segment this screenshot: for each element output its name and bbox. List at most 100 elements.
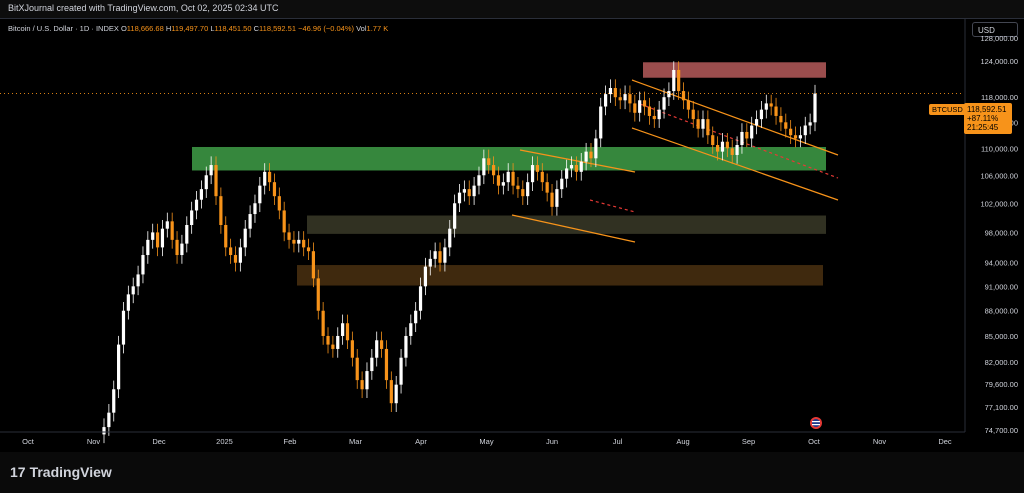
candle-body	[720, 141, 725, 152]
x-tick-label: Aug	[676, 437, 689, 446]
candle-body	[209, 165, 213, 176]
candle-body	[453, 203, 457, 229]
candle-body	[798, 135, 802, 139]
candle-body	[506, 171, 510, 183]
candle-body	[243, 228, 247, 248]
candle-body	[574, 165, 578, 172]
tradingview-logo[interactable]: 17 TradingView	[10, 464, 112, 480]
candle-body	[121, 310, 126, 345]
candle-body	[530, 165, 535, 183]
candle-body	[633, 103, 637, 113]
candle-body	[789, 128, 793, 136]
candle-body	[341, 323, 345, 336]
x-tick-label: Dec	[938, 437, 952, 446]
candle-body	[793, 135, 798, 139]
candle-body	[102, 427, 106, 435]
x-axis-labels: Oct Nov Dec 2025 Feb Mar Apr May Jun Jul Aug Sep Oct…	[22, 437, 952, 446]
price-badge-price: 118,592.51	[967, 105, 1007, 114]
close-value: 118,592.51	[259, 24, 297, 33]
tradingview-brand: TradingView	[29, 464, 112, 480]
price-badge: 118,592.51 +87.11% 21:25:45	[964, 103, 1012, 134]
candle-body	[784, 122, 788, 129]
y-tick-label: 98,000.00	[985, 228, 1018, 237]
candle-body	[759, 109, 764, 120]
candle-body	[404, 335, 408, 358]
candle-body	[350, 340, 354, 358]
candle-body	[160, 228, 165, 248]
candle-body	[740, 131, 744, 146]
candle-body	[501, 182, 505, 186]
x-tick-label: Apr	[415, 437, 427, 446]
y-tick-label: 106,000.00	[980, 171, 1018, 180]
candle-body	[224, 225, 228, 248]
candle-body	[282, 210, 286, 233]
candle-body	[107, 412, 111, 428]
candle-body	[297, 239, 301, 244]
candle-body	[379, 340, 384, 349]
x-tick-label: Nov	[873, 437, 887, 446]
chart-credit: BitXJournal created with TradingView.com…	[8, 3, 279, 13]
candle-body	[482, 158, 486, 176]
candle-body	[170, 221, 174, 240]
candle-body	[287, 232, 291, 240]
candle-body	[677, 69, 681, 92]
candle-body	[613, 88, 617, 98]
y-tick-label: 102,000.00	[980, 199, 1018, 208]
candle-body	[399, 357, 403, 385]
candle-body	[560, 178, 564, 190]
candle-body	[126, 294, 130, 311]
candle-body	[652, 115, 656, 120]
candle-body	[384, 348, 389, 381]
candle-body	[764, 103, 768, 110]
open-value: 118,666.68	[126, 24, 164, 33]
candle-body	[730, 148, 734, 155]
candle-body	[579, 161, 583, 172]
y-axis-labels: 128,000.00124,000.00118,000.00114,000.00…	[980, 34, 1018, 435]
candle-body	[263, 171, 267, 186]
candle-body	[623, 94, 627, 101]
currency-button[interactable]: USD	[972, 22, 1018, 37]
candle-body	[409, 323, 413, 336]
vol-value: 1.77 K	[366, 24, 389, 33]
flag-icon	[810, 417, 822, 429]
candle-body	[336, 335, 340, 349]
candle-body	[569, 165, 574, 169]
channel-lower-2	[631, 127, 839, 201]
candle-body	[199, 189, 203, 200]
candle-body	[496, 175, 501, 186]
candle-body	[599, 106, 603, 139]
candle-body	[550, 192, 554, 207]
candle-body	[545, 182, 549, 193]
y-tick-label: 74,700.00	[985, 426, 1018, 435]
candle-body	[526, 182, 530, 197]
candle-body	[253, 203, 257, 215]
x-tick-label: Mar	[349, 437, 362, 446]
change-value: −46.96 (−0.04%)	[298, 24, 354, 33]
price-chart[interactable]: 128,000.00124,000.00118,000.00114,000.00…	[0, 0, 1024, 452]
y-tick-label: 88,000.00	[985, 307, 1018, 316]
candle-body	[302, 239, 306, 248]
candle-body	[716, 145, 720, 152]
close-label: C	[253, 24, 260, 33]
candle-body	[808, 122, 812, 126]
x-tick-label: Jul	[613, 437, 623, 446]
candle-body	[647, 106, 652, 116]
y-tick-label: 77,100.00	[985, 403, 1018, 412]
candle-body	[628, 94, 632, 104]
candle-body	[750, 125, 754, 139]
high-label: H	[165, 24, 172, 33]
footer: 17 TradingView	[0, 452, 1024, 493]
x-tick-label: Feb	[284, 437, 297, 446]
top-bar: BitXJournal created with TradingView.com…	[0, 0, 1024, 19]
candle-body	[555, 189, 559, 207]
candle-body	[462, 189, 466, 193]
y-tick-label: 94,000.00	[985, 259, 1018, 268]
candle-body	[696, 119, 700, 129]
y-tick-label: 110,000.00	[981, 144, 1018, 153]
x-tick-label: Nov	[87, 437, 101, 446]
candle-body	[248, 214, 252, 229]
candle-body	[389, 380, 393, 404]
candle-body	[540, 171, 544, 183]
price-badge-countdown: 21:25:45	[967, 123, 999, 132]
candle-body	[238, 247, 242, 263]
